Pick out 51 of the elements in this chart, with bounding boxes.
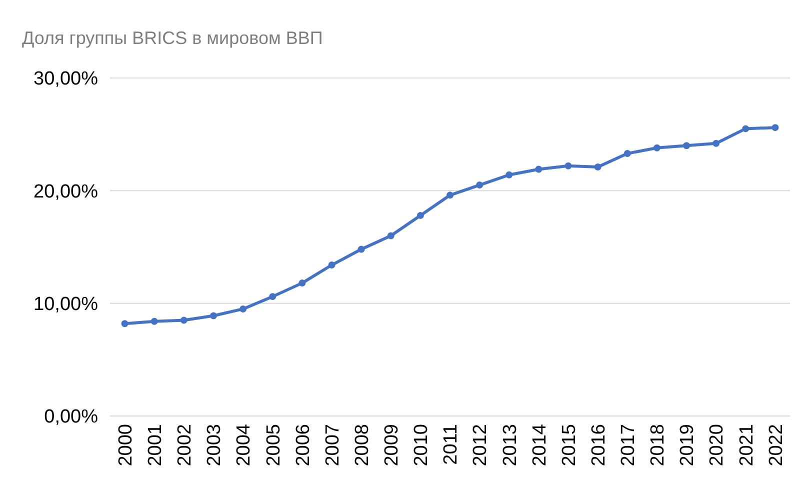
x-tick-label: 2002 xyxy=(174,424,196,466)
point xyxy=(683,142,690,150)
point xyxy=(772,124,779,132)
x-tick-label: 2013 xyxy=(500,424,521,466)
point xyxy=(240,305,247,312)
point xyxy=(446,192,454,199)
point xyxy=(328,262,336,269)
y-tick-label: 10,00% xyxy=(34,294,98,315)
point xyxy=(150,318,158,325)
point xyxy=(269,293,276,300)
y-tick-label: 0,00% xyxy=(44,406,98,428)
x-tick-label: 2017 xyxy=(618,424,640,466)
point xyxy=(564,162,572,170)
x-tick-label: 2020 xyxy=(706,424,728,466)
chart-title: Доля группы BRICS в мировом ВВП xyxy=(22,28,323,48)
point xyxy=(387,232,394,240)
x-tick-label: 2001 xyxy=(145,424,166,466)
point xyxy=(653,144,660,152)
x-tick-label: 2004 xyxy=(234,424,255,466)
x-tick-label: 2003 xyxy=(204,424,226,466)
point xyxy=(742,125,750,132)
y-tick-label: 20,00% xyxy=(34,181,98,202)
point xyxy=(624,150,631,157)
x-tick-label: 2014 xyxy=(529,424,550,466)
point xyxy=(506,171,513,178)
point xyxy=(180,316,188,324)
y-tick-label: 30,00% xyxy=(34,68,98,90)
point xyxy=(416,212,424,219)
point xyxy=(476,182,484,189)
point xyxy=(121,320,128,328)
point xyxy=(358,246,365,253)
x-tick-label: 2007 xyxy=(322,424,344,466)
point xyxy=(535,166,542,173)
x-tick-label: 2011 xyxy=(440,424,462,465)
x-tick-label: 2000 xyxy=(115,424,136,466)
x-tick-label: 2009 xyxy=(382,424,403,466)
x-tick-label: 2012 xyxy=(470,424,492,466)
point xyxy=(210,312,217,320)
x-tick-label: 2010 xyxy=(411,424,432,466)
point xyxy=(712,140,720,147)
x-tick-label: 2015 xyxy=(558,424,580,466)
x-tick-label: 2016 xyxy=(588,424,610,466)
x-tick-label: 2022 xyxy=(766,424,787,466)
x-tick-label: 2005 xyxy=(263,424,284,466)
x-tick-label: 2019 xyxy=(677,424,698,466)
x-tick-label: 2008 xyxy=(352,424,373,466)
x-tick-label: 2021 xyxy=(736,424,758,466)
x-tick-label: 2018 xyxy=(648,424,669,466)
x-tick-label: 2006 xyxy=(292,424,314,466)
point xyxy=(298,280,306,287)
point xyxy=(594,164,602,171)
